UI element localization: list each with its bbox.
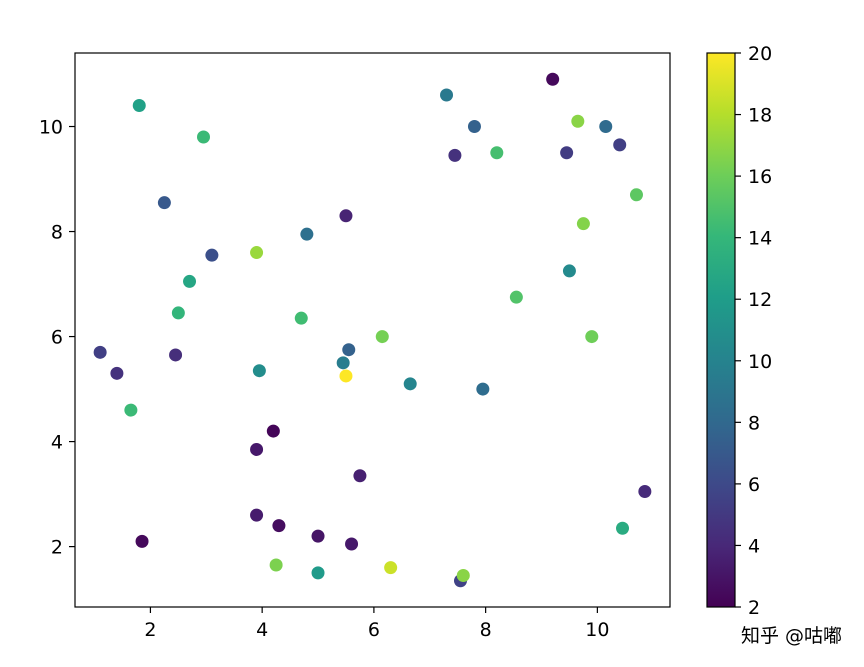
scatter-point-7 [196,130,210,144]
scatter-point-18 [205,248,219,262]
scatter-point-11 [613,138,627,152]
scatter-point-2 [132,99,146,113]
colorbar-gradient [706,52,736,608]
scatter-point-4 [467,120,481,134]
x-tick-label: 10 [585,619,609,641]
scatter-point-21 [509,290,523,304]
scatter-point-29 [336,356,350,370]
scatter-point-33 [403,377,417,391]
scatter-point-24 [375,330,389,344]
watermark: 知乎 @咕嘟 [741,625,842,647]
y-tick-label: 10 [39,117,63,139]
scatter-point-39 [638,484,652,498]
scatter-point-1 [546,72,560,86]
scatter-point-23 [294,311,308,325]
scatter-point-14 [339,209,353,223]
plot-frame [74,52,671,608]
scatter-point-35 [124,403,138,417]
scatter-point-10 [560,146,574,160]
colorbar-tick-label: 14 [748,228,772,250]
scatter-point-48 [311,566,325,580]
scatter-point-13 [157,196,171,210]
x-axis: 2 4 6 8 10 [144,607,609,641]
scatter-point-12 [629,188,643,202]
y-axis: 2 4 6 8 10 [39,117,75,559]
scatter-point-25 [585,330,599,344]
scatter-point-28 [342,343,356,357]
scatter-point-37 [250,442,264,456]
scatter-point-27 [169,348,183,362]
scatter-point-41 [272,519,286,533]
y-tick-label: 6 [51,327,63,349]
scatter-point-3 [440,88,454,102]
scatter-point-47 [384,561,398,575]
scatter-point-26 [93,345,107,359]
scatter-point-40 [250,508,264,522]
colorbar: 2 4 6 8 10 12 14 16 18 20 [706,43,772,619]
colorbar-tick-label: 12 [748,289,772,311]
scatter-point-38 [353,469,367,483]
scatter-point-44 [135,534,149,548]
x-tick-label: 4 [256,619,268,641]
scatter-point-50 [456,568,470,582]
colorbar-tick-label: 20 [748,43,772,65]
scatter-point-42 [616,521,630,535]
scatter-point-9 [490,146,504,160]
scatter-point-45 [345,537,359,551]
colorbar-ticks: 2 4 6 8 10 12 14 16 18 20 [735,43,772,619]
colorbar-tick-label: 6 [748,474,760,496]
scatter-points [93,72,652,588]
colorbar-tick-label: 16 [748,166,772,188]
scatter-point-17 [250,246,264,260]
scatter-point-32 [252,364,266,378]
scatter-point-8 [448,148,462,162]
scatter-point-20 [183,274,197,288]
colorbar-tick-label: 2 [748,597,760,619]
scatter-point-5 [599,120,613,134]
y-tick-label: 8 [51,222,63,244]
colorbar-tick-label: 18 [748,105,772,127]
scatter-point-22 [171,306,185,320]
x-tick-label: 2 [144,619,156,641]
scatter-point-16 [300,227,314,241]
colorbar-tick-label: 10 [748,351,772,373]
scatter-point-6 [571,114,585,128]
scatter-point-19 [562,264,576,278]
scatter-point-46 [269,558,283,572]
y-tick-label: 2 [51,537,63,559]
colorbar-tick-label: 8 [748,412,760,434]
x-tick-label: 8 [480,619,492,641]
scatter-point-36 [266,424,280,438]
scatter-point-15 [576,217,590,231]
y-tick-label: 4 [51,432,63,454]
scatter-point-30 [339,369,353,383]
colorbar-tick-label: 4 [748,535,760,557]
scatter-point-43 [311,529,325,543]
scatter-point-31 [110,366,124,380]
x-tick-label: 6 [368,619,380,641]
scatter-point-34 [476,382,490,396]
